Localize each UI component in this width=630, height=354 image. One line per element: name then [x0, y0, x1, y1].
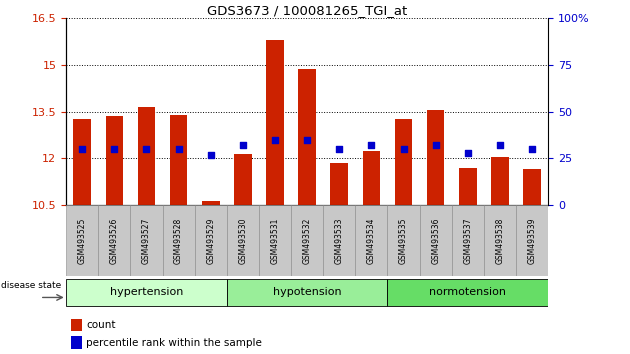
Bar — [227, 205, 259, 276]
Text: GSM493532: GSM493532 — [302, 217, 312, 264]
Bar — [427, 110, 445, 205]
Bar — [105, 116, 123, 205]
Point — [495, 142, 505, 148]
Bar — [71, 319, 81, 331]
Point — [302, 137, 312, 143]
Point — [462, 150, 472, 156]
Bar — [227, 279, 387, 307]
Point — [367, 142, 377, 148]
Point — [270, 137, 280, 143]
Bar — [323, 205, 355, 276]
Text: GSM493533: GSM493533 — [335, 217, 344, 264]
Bar — [234, 154, 252, 205]
Text: GSM493534: GSM493534 — [367, 217, 376, 264]
Bar — [130, 205, 163, 276]
Text: GSM493531: GSM493531 — [270, 217, 280, 264]
Bar — [66, 205, 98, 276]
Text: GSM493537: GSM493537 — [463, 217, 472, 264]
Bar — [484, 205, 516, 276]
Point — [398, 146, 408, 152]
Point — [431, 142, 441, 148]
Bar — [298, 69, 316, 205]
Text: GSM493530: GSM493530 — [238, 217, 248, 264]
Bar — [330, 163, 348, 205]
Bar — [362, 150, 381, 205]
Bar — [66, 279, 227, 307]
Text: GSM493526: GSM493526 — [110, 217, 119, 264]
Bar — [491, 157, 509, 205]
Point — [141, 146, 151, 152]
Text: GSM493535: GSM493535 — [399, 217, 408, 264]
Text: GSM493528: GSM493528 — [174, 218, 183, 264]
Bar — [291, 205, 323, 276]
Bar — [459, 168, 477, 205]
Text: GSM493529: GSM493529 — [206, 217, 215, 264]
Point — [238, 142, 248, 148]
Bar — [195, 205, 227, 276]
Bar — [355, 205, 387, 276]
Bar — [387, 279, 548, 307]
Text: GSM493536: GSM493536 — [431, 217, 440, 264]
Text: GSM493527: GSM493527 — [142, 217, 151, 264]
Text: count: count — [86, 320, 116, 330]
Point — [334, 146, 344, 152]
Point — [205, 152, 215, 158]
Point — [174, 146, 184, 152]
Bar — [73, 119, 91, 205]
Bar — [387, 205, 420, 276]
Bar — [137, 107, 156, 205]
Point — [527, 146, 537, 152]
Title: GDS3673 / 100081265_TGI_at: GDS3673 / 100081265_TGI_at — [207, 4, 407, 17]
Bar — [523, 169, 541, 205]
Point — [77, 146, 87, 152]
Bar — [202, 201, 220, 205]
Text: GSM493538: GSM493538 — [495, 217, 505, 264]
Text: disease state: disease state — [1, 281, 62, 290]
Bar — [420, 205, 452, 276]
Bar — [259, 205, 291, 276]
Bar — [71, 336, 81, 349]
Bar — [169, 115, 188, 205]
Text: hypotension: hypotension — [273, 287, 341, 297]
Bar — [516, 205, 548, 276]
Bar — [394, 119, 413, 205]
Text: GSM493539: GSM493539 — [527, 217, 537, 264]
Text: percentile rank within the sample: percentile rank within the sample — [86, 338, 262, 348]
Text: GSM493525: GSM493525 — [77, 217, 87, 264]
Text: hypertension: hypertension — [110, 287, 183, 297]
Text: normotension: normotension — [429, 287, 507, 297]
Bar — [98, 205, 130, 276]
Bar — [452, 205, 484, 276]
Bar — [266, 40, 284, 205]
Bar — [163, 205, 195, 276]
Point — [110, 146, 120, 152]
